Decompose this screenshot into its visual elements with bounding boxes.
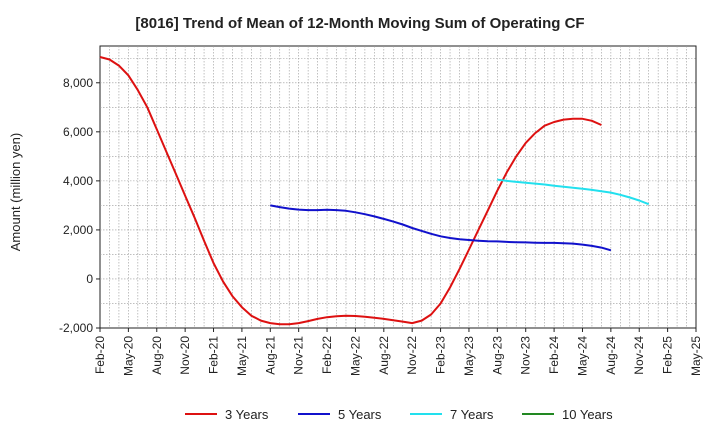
y-tick-label: 8,000 xyxy=(63,76,93,90)
x-tick-label: Aug-24 xyxy=(604,336,618,375)
plot-area xyxy=(99,45,697,329)
x-tick-label: Feb-21 xyxy=(207,336,221,374)
x-tick-label: May-25 xyxy=(689,336,703,376)
x-tick-label: Feb-22 xyxy=(320,336,334,374)
x-tick-label: May-23 xyxy=(462,336,476,376)
series-line-3-years xyxy=(99,56,602,326)
x-tick-label: Aug-22 xyxy=(377,336,391,375)
plot-frame xyxy=(99,45,697,329)
x-tick-label: Feb-20 xyxy=(93,336,107,374)
x-tick-label: May-21 xyxy=(235,336,249,376)
x-tick-label: Aug-20 xyxy=(150,336,164,375)
x-tick-label: Nov-20 xyxy=(178,336,192,375)
x-tick-label: Aug-21 xyxy=(263,336,277,375)
legend-label-3-years: 3 Years xyxy=(225,407,269,422)
legend-label-10-years: 10 Years xyxy=(562,407,613,422)
y-tick-label: -2,000 xyxy=(59,321,93,335)
series-line-7-years xyxy=(497,178,650,206)
legend: 3 Years 5 Years 7 Years 10 Years xyxy=(185,407,613,422)
x-tick-label: Feb-23 xyxy=(434,336,448,374)
x-tick-label: May-24 xyxy=(575,336,589,376)
y-tick-label: 6,000 xyxy=(63,125,93,139)
y-tick-label: 0 xyxy=(86,272,93,286)
x-tick-label: Feb-25 xyxy=(661,336,675,374)
legend-label-5-years: 5 Years xyxy=(338,407,382,422)
x-tick-label: Feb-24 xyxy=(547,336,561,374)
x-tick-label: Aug-23 xyxy=(490,336,504,375)
y-tick-label: 2,000 xyxy=(63,223,93,237)
series-lines xyxy=(99,56,650,326)
chart-title: [8016] Trend of Mean of 12-Month Moving … xyxy=(135,15,584,32)
legend-label-7-years: 7 Years xyxy=(450,407,494,422)
x-tick-label: Nov-24 xyxy=(632,336,646,375)
y-axis: -2,000 0 2,000 4,000 6,000 8,000 xyxy=(59,76,100,335)
y-axis-label: Amount (million yen) xyxy=(8,133,23,252)
x-tick-label: May-20 xyxy=(121,336,135,376)
x-tick-label: Nov-22 xyxy=(405,336,419,375)
grid xyxy=(100,46,696,328)
x-axis: Feb-20 May-20 Aug-20 Nov-20 Feb-21 May-21 Aug-… xyxy=(93,328,703,376)
x-tick-label: Nov-21 xyxy=(292,336,306,375)
x-tick-label: May-22 xyxy=(348,336,362,376)
y-tick-label: 4,000 xyxy=(63,174,93,188)
series-line-5-years xyxy=(270,204,612,252)
x-tick-label: Nov-23 xyxy=(519,336,533,375)
